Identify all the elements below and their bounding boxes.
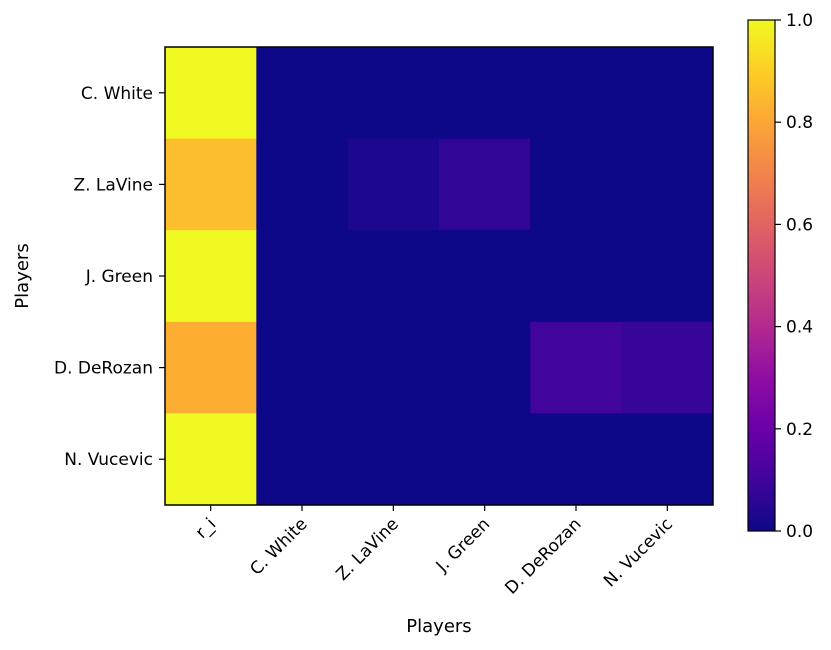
heatmap-cell xyxy=(439,47,531,140)
colorbar-tick-label: 1.0 xyxy=(786,11,813,31)
heatmap-cell xyxy=(347,230,440,323)
heatmap-cell xyxy=(256,413,349,506)
heatmap-cell xyxy=(530,321,623,414)
colorbar-tick-label: 0.8 xyxy=(786,113,813,133)
heatmap-cell xyxy=(621,321,714,414)
heatmap-cell xyxy=(256,230,349,323)
heatmap-cells xyxy=(165,47,714,506)
heatmap-cell xyxy=(165,413,257,506)
heatmap-cell xyxy=(347,413,440,506)
y-tick-label: C. White xyxy=(81,84,153,104)
heatmap-cell xyxy=(347,138,440,231)
heatmap-cell xyxy=(621,230,714,323)
colorbar-tick-label: 0.6 xyxy=(786,215,813,235)
heatmap-cell xyxy=(621,47,714,140)
x-axis-ticks: r_i C. White Z. LaVine J. Green D. DeRozan N.… xyxy=(192,505,677,599)
colorbar-tick-label: 0.2 xyxy=(786,420,813,440)
y-axis-ticks: C. White Z. LaVine J. Green D. DeRozan N. Vu… xyxy=(54,84,165,470)
colorbar-tick-label: 0.0 xyxy=(786,522,813,542)
heatmap-cell xyxy=(439,138,531,231)
x-tick-label: D. DeRozan xyxy=(501,514,585,598)
y-axis-label: Players xyxy=(12,243,33,308)
heatmap-cell xyxy=(165,47,257,140)
y-tick-label: N. Vucevic xyxy=(64,450,153,470)
heatmap-cell xyxy=(530,230,623,323)
heatmap-cell xyxy=(530,47,623,140)
heatmap-cell xyxy=(530,138,623,231)
colorbar-gradient xyxy=(747,19,776,532)
heatmap-cell xyxy=(621,413,714,506)
x-tick-label: Z. LaVine xyxy=(332,514,402,584)
heatmap-cell xyxy=(256,138,349,231)
x-tick-label: N. Vucevic xyxy=(600,514,677,591)
x-axis-label: Players xyxy=(406,616,471,637)
heatmap-cell xyxy=(439,413,531,506)
heatmap-cell xyxy=(165,138,257,231)
heatmap-cell xyxy=(165,230,257,323)
heatmap-cell xyxy=(347,321,440,414)
heatmap-cell xyxy=(439,230,531,323)
heatmap-cell xyxy=(439,321,531,414)
heatmap-cell xyxy=(256,47,349,140)
x-tick-label: r_i xyxy=(192,514,220,542)
x-tick-label: C. White xyxy=(246,514,311,579)
x-tick-label: J. Green xyxy=(432,514,494,576)
y-tick-label: D. DeRozan xyxy=(54,359,153,379)
heatmap-cell xyxy=(621,138,714,231)
heatmap-cell xyxy=(165,321,257,414)
colorbar-tick-label: 0.4 xyxy=(786,318,813,338)
y-tick-label: Z. LaVine xyxy=(73,175,153,195)
colorbar: 0.0 0.2 0.4 0.6 0.8 1.0 xyxy=(747,11,813,542)
colorbar-ticks: 0.0 0.2 0.4 0.6 0.8 1.0 xyxy=(775,11,813,542)
heatmap-cell xyxy=(347,47,440,140)
heatmap-cell xyxy=(256,321,349,414)
heatmap-cell xyxy=(530,413,623,506)
y-tick-label: J. Green xyxy=(85,267,153,287)
